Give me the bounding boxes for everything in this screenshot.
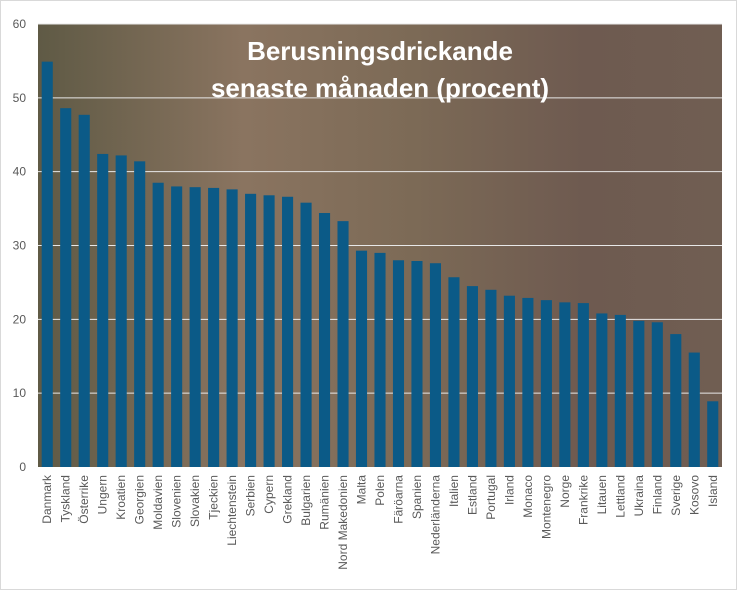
- bar-bulgarien: [300, 202, 312, 467]
- x-tick-label: Portugal: [484, 475, 498, 520]
- bar-tyskland: [60, 108, 72, 468]
- bar-finland: [651, 322, 663, 467]
- bar-slovenien: [171, 186, 183, 467]
- x-tick-label: Sverige: [669, 475, 683, 516]
- bar-cypern: [263, 195, 275, 467]
- x-tick-label: Georgien: [133, 475, 147, 524]
- bar-norge: [559, 302, 571, 467]
- x-tick-label: Ungern: [96, 475, 110, 514]
- x-tick-label: Grekland: [281, 475, 295, 524]
- bar-italien: [448, 277, 460, 467]
- x-tick-label: Nord Makedonien: [336, 475, 350, 570]
- y-tick-label: 60: [13, 17, 27, 31]
- bar-kroatien: [115, 155, 127, 467]
- bar-irland: [503, 295, 515, 467]
- x-tick-label: Moldavien: [151, 475, 165, 530]
- x-tick-label: Norge: [558, 475, 572, 508]
- bar-island: [707, 401, 719, 467]
- x-tick-label: Finland: [650, 475, 664, 514]
- x-tick-label: Tyskland: [59, 475, 73, 522]
- chart-title-line-2: senaste månaden (procent): [211, 73, 549, 103]
- chart-title-line-1: Berusningsdrickande: [247, 36, 513, 66]
- x-tick-label: Danmark: [40, 474, 54, 524]
- x-tick-label: Island: [706, 475, 720, 507]
- x-tick-label: Estland: [465, 475, 479, 515]
- bar-rumänien: [318, 213, 331, 467]
- bar-spanien: [411, 261, 423, 467]
- bar-estland: [466, 286, 478, 467]
- x-tick-label: Polen: [373, 475, 387, 506]
- bar-kosovo: [688, 352, 700, 467]
- x-tick-label: Lettland: [613, 475, 627, 518]
- bar-polen: [374, 252, 386, 467]
- bar-nederländerna: [429, 263, 442, 467]
- bar-slovakien: [189, 187, 201, 467]
- x-tick-label: Liechtenstein: [225, 475, 239, 546]
- bar-malta: [355, 250, 368, 467]
- x-tick-label: Österrike: [77, 475, 91, 524]
- bar-österrike: [78, 114, 90, 467]
- bar-tjeckien: [208, 187, 220, 467]
- bar-nord-makedonien: [337, 221, 349, 467]
- x-tick-label: Serbien: [244, 475, 258, 516]
- x-tick-label: Frankrike: [576, 475, 590, 525]
- x-tick-label: Kosovo: [687, 475, 701, 515]
- bar-grekland: [282, 196, 294, 467]
- bar-ungern: [97, 153, 109, 468]
- x-tick-label: Spanien: [410, 475, 424, 519]
- y-tick-label: 40: [13, 165, 27, 179]
- x-tick-label: Monaco: [521, 475, 535, 518]
- x-tick-label: Irland: [502, 475, 516, 505]
- x-tick-label: Nederländerna: [428, 475, 442, 555]
- bar-liechtenstein: [226, 189, 238, 468]
- bar-georgien: [134, 161, 146, 467]
- bar-lettland: [614, 314, 626, 467]
- x-tick-label: Slovenien: [170, 475, 184, 528]
- bar-moldavien: [152, 182, 164, 467]
- bar-montenegro: [540, 300, 552, 467]
- y-tick-label: 10: [13, 386, 27, 400]
- bar-litauen: [596, 313, 608, 467]
- y-tick-label: 50: [13, 91, 27, 105]
- x-tick-label: Litauen: [595, 475, 609, 514]
- x-tick-label: Färöarna: [391, 475, 405, 524]
- y-tick-label: 0: [19, 460, 26, 474]
- x-tick-label: Kroatien: [114, 475, 128, 520]
- bar-färöarna: [392, 260, 405, 467]
- x-tick-label: Malta: [355, 475, 369, 505]
- bar-serbien: [245, 193, 257, 468]
- bar-ukraina: [633, 320, 645, 467]
- x-tick-label: Cypern: [262, 475, 276, 514]
- bar-sverige: [670, 334, 682, 467]
- y-tick-label: 20: [13, 312, 27, 326]
- x-tick-label: Italien: [447, 475, 461, 507]
- bar-monaco: [522, 297, 534, 467]
- bar-frankrike: [577, 303, 589, 467]
- x-tick-label: Montenegro: [539, 475, 553, 539]
- x-tick-label: Tjeckien: [207, 475, 221, 520]
- bar-portugal: [485, 289, 497, 467]
- x-tick-label: Ukraina: [632, 475, 646, 517]
- y-tick-label: 30: [13, 239, 27, 253]
- x-tick-label: Bulgarien: [299, 475, 313, 526]
- x-tick-label: Slovakien: [188, 475, 202, 527]
- bar-danmark: [41, 61, 53, 467]
- x-tick-label: Rumänien: [318, 475, 332, 530]
